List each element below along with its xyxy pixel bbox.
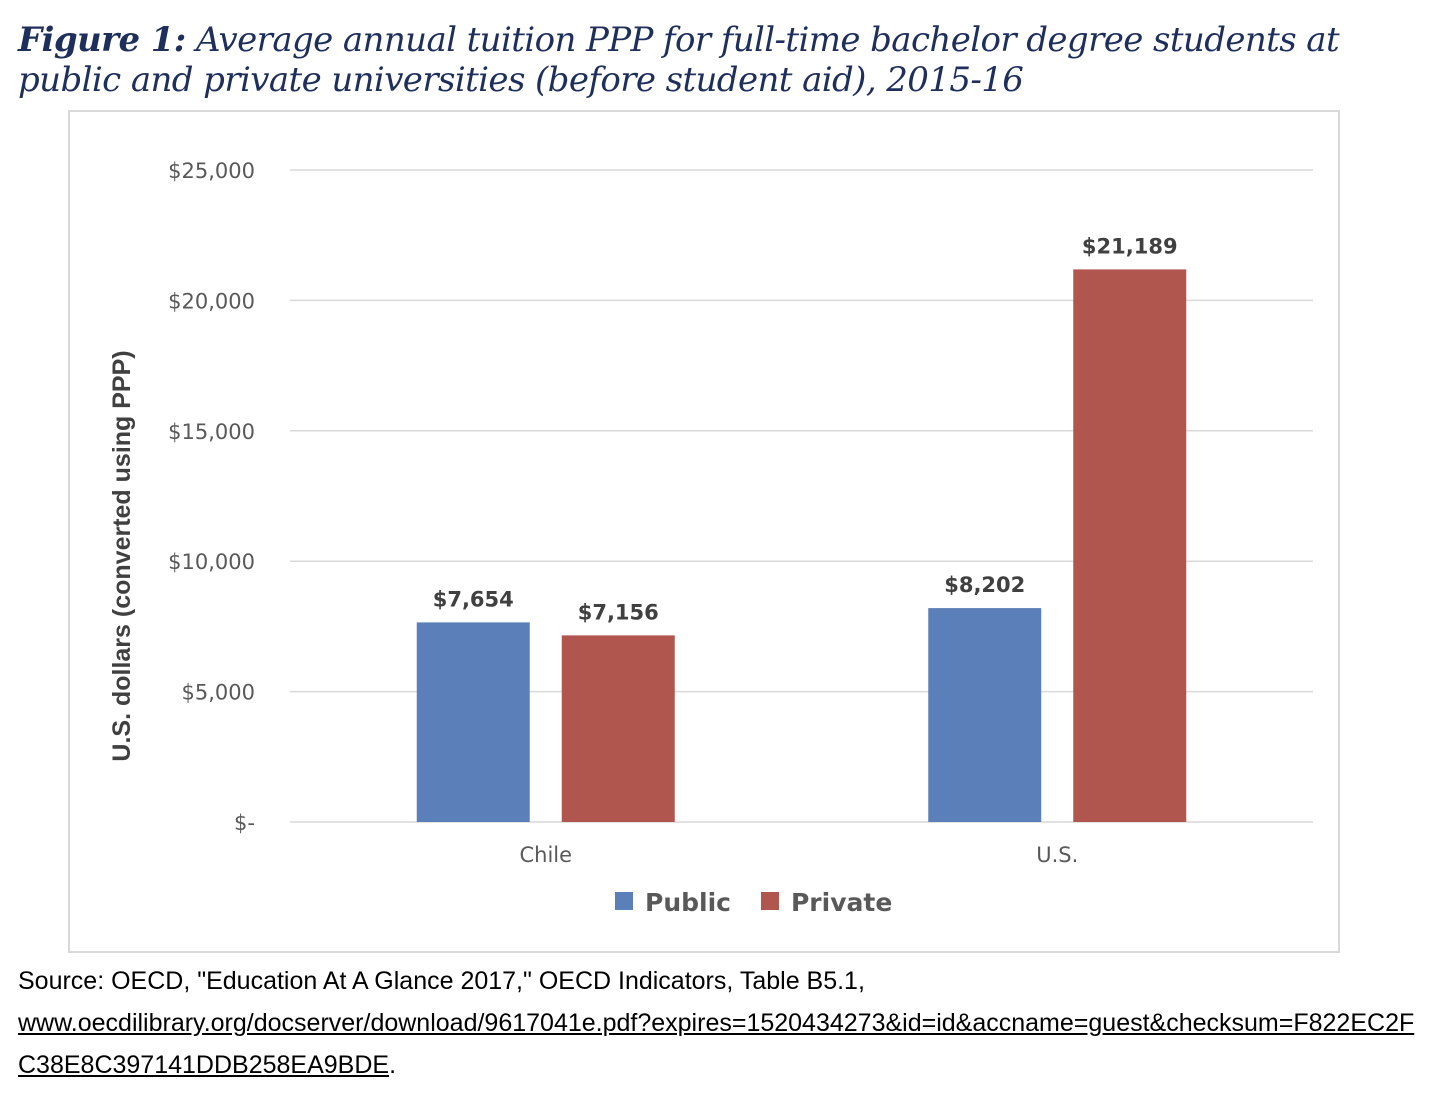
legend: Public Private (615, 888, 892, 917)
bars (416, 269, 1187, 822)
data-label: $21,189 (1082, 234, 1178, 258)
y-tick-label: $15,000 (168, 420, 255, 444)
figure-title-text: Average annual tuition PPP for full-time… (18, 20, 1340, 100)
category-labels: Chile U.S. (519, 843, 1078, 867)
y-tick-label: $20,000 (168, 289, 255, 313)
category-label: Chile (519, 843, 572, 867)
legend-label-public: Public (645, 888, 731, 917)
legend-swatch-public (615, 892, 633, 910)
y-tick-labels: $- $5,000 $10,000 $15,000 $20,000 $25,000 (168, 159, 255, 835)
y-tick-label: $- (234, 811, 255, 835)
data-label: $7,654 (433, 587, 514, 611)
source-text: Source: OECD, "Education At A Glance 201… (18, 967, 865, 995)
bar-public-chile (416, 622, 530, 822)
bar-chart: $- $5,000 $10,000 $15,000 $20,000 $25,000 $7,… (108, 159, 1313, 917)
data-label: $8,202 (944, 573, 1025, 597)
figure-label: Figure 1: (18, 20, 186, 60)
data-label: $7,156 (578, 600, 659, 624)
y-tick-label: $5,000 (182, 681, 255, 705)
bar-public-us (928, 608, 1042, 822)
y-tick-label: $25,000 (168, 159, 255, 183)
category-label: U.S. (1036, 843, 1078, 867)
source-note: Source: OECD, "Education At A Glance 201… (18, 960, 1418, 1086)
legend-swatch-private (760, 892, 779, 910)
chart-frame: $- $5,000 $10,000 $15,000 $20,000 $25,000 $7,… (68, 110, 1340, 953)
y-tick-label: $10,000 (168, 550, 255, 574)
bar-private-chile (561, 635, 675, 822)
y-axis-label: U.S. dollars (converted using PPP) (108, 350, 136, 761)
bar-private-us (1073, 269, 1187, 822)
source-link[interactable]: www.oecdilibrary.org/docserver/download/… (18, 1009, 1415, 1079)
data-labels: $7,654 $7,156 $8,202 $21,189 (433, 234, 1178, 624)
source-url-suffix: . (389, 1051, 397, 1079)
figure-title: Figure 1: Average annual tuition PPP for… (18, 20, 1408, 100)
legend-label-private: Private (791, 888, 892, 917)
